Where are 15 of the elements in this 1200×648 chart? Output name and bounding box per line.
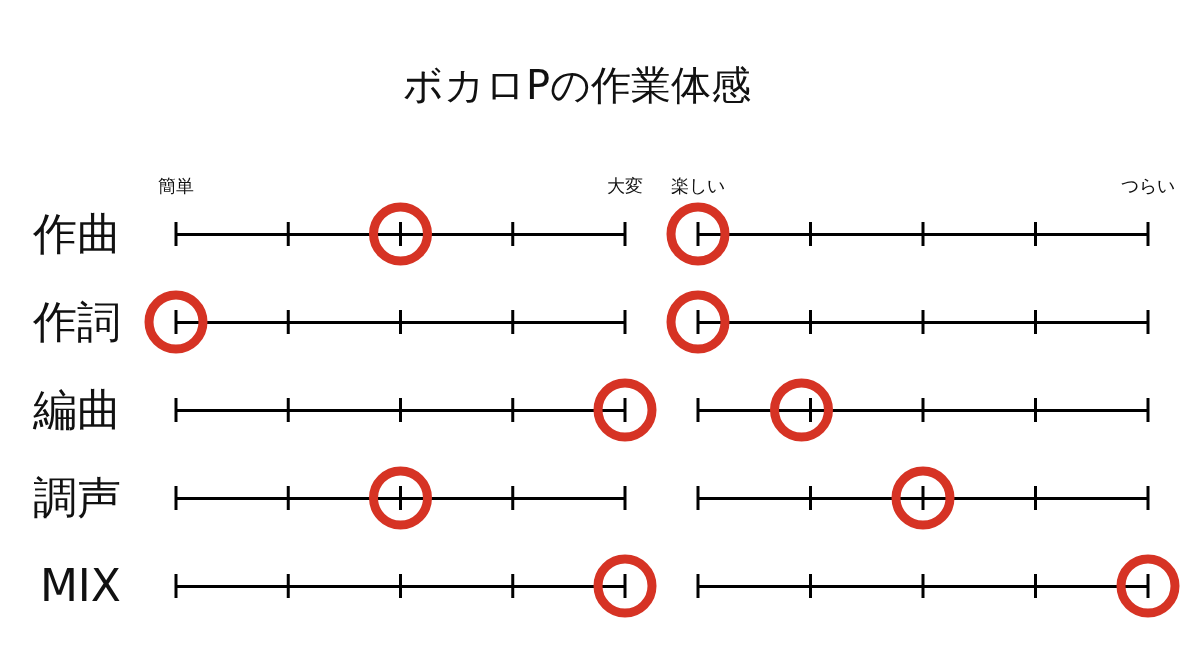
annotation: つらい <box>1121 175 1175 196</box>
point <box>666 202 730 266</box>
y-tick-label: 作曲 <box>32 208 121 260</box>
y-tick-label: 作詞 <box>32 296 121 348</box>
point <box>666 290 730 354</box>
annotation: 大変 <box>607 175 643 196</box>
annotation: 簡単 <box>158 175 194 196</box>
point <box>770 378 833 442</box>
chart-title: ボカロPの作業体感 <box>402 62 752 108</box>
y-tick-label: 編曲 <box>32 384 121 436</box>
point <box>1116 554 1180 618</box>
y-tick-label: MIX <box>39 560 121 612</box>
y-tick-label: 調声 <box>33 472 121 524</box>
point <box>891 466 955 530</box>
annotation: 楽しい <box>671 175 725 196</box>
